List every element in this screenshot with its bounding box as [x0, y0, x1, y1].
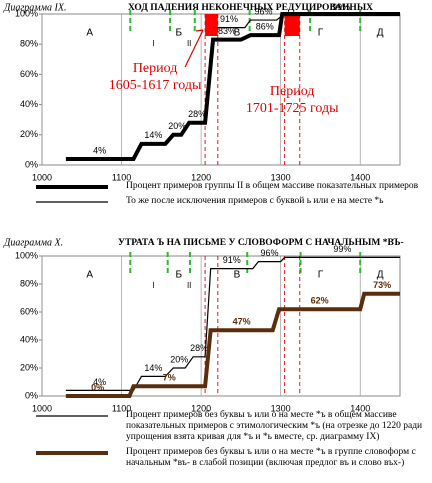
chart-label: Диаграмма X.: [3, 237, 63, 248]
y-tick-label: 60%: [20, 69, 38, 79]
value-label: 96%: [255, 6, 273, 16]
legend-text: Процент примеров группы II в общем масси…: [126, 181, 419, 191]
x-tick-label: 1000: [32, 172, 52, 182]
y-tick-label: 100%: [15, 8, 38, 18]
legend-text: Процент примеров без буквы ъ или ο на ме…: [126, 447, 416, 468]
value-label: 99%: [332, 2, 350, 12]
phase-label: II: [187, 281, 191, 290]
phase-label: Г: [318, 28, 324, 39]
period-box: [205, 14, 218, 36]
chart-label: Диаграмма IX.: [3, 2, 66, 13]
value-label: 14%: [144, 130, 162, 140]
value-label: 83%: [218, 26, 236, 36]
value-label: 86%: [256, 22, 274, 32]
series-line: [65, 256, 400, 391]
phase-label: Г: [318, 270, 324, 281]
y-tick-label: 0%: [25, 390, 38, 400]
value-label: 0%: [91, 382, 104, 392]
phase-label: А: [86, 28, 93, 39]
legend-text: Процент примеров без буквы ъ или ο на ме…: [126, 410, 423, 442]
legend-text: То же после исключения примеров с буквой…: [126, 196, 384, 206]
value-label: 14%: [144, 363, 162, 373]
y-tick-label: 80%: [20, 278, 38, 288]
value-label: 96%: [261, 248, 279, 258]
value-label: 20%: [170, 354, 188, 364]
y-tick-label: 40%: [20, 334, 38, 344]
period-label: Период: [270, 84, 315, 99]
legend-item: То же после исключения примеров с буквой…: [36, 196, 426, 207]
x-tick-label: 1200: [191, 172, 211, 182]
series-line: [65, 12, 400, 161]
legend-swatch: [36, 185, 108, 189]
legend-item: Процент примеров без буквы ъ или ο на ме…: [36, 447, 426, 469]
chart-title: ХОД ПАДЕНИЯ НЕКОНЕЧНЫХ РЕДУЦИРОВАННЫХ: [128, 3, 373, 13]
value-label: 62%: [311, 296, 329, 306]
x-tick-label: 1200: [191, 403, 211, 413]
legend-swatch: [36, 451, 108, 455]
value-label: 91%: [220, 14, 238, 24]
value-label: 4%: [93, 145, 106, 155]
x-tick-label: 1400: [350, 403, 370, 413]
legend-item: Процент примеров без буквы ъ или ο на ме…: [36, 410, 426, 443]
phase-label: II: [187, 39, 191, 48]
period-box: [284, 14, 300, 36]
legend: Процент примеров группы II в общем масси…: [36, 181, 426, 211]
x-tick-label: 1300: [271, 403, 291, 413]
chart-title: УТРАТА Ъ НА ПИСЬМЕ У СЛОВОФОРМ С НАЧАЛЬН…: [118, 238, 404, 248]
value-label: 20%: [168, 121, 186, 131]
y-tick-label: 20%: [20, 129, 38, 139]
phase-label: Б: [176, 270, 183, 281]
y-tick-label: 80%: [20, 39, 38, 49]
phase-label: В: [234, 28, 241, 39]
y-tick-label: 100%: [15, 250, 38, 260]
phase-label: Д: [377, 270, 384, 281]
value-label: 47%: [233, 317, 251, 327]
phase-label: В: [234, 270, 241, 281]
series-line: [65, 291, 400, 398]
legend-item: Процент примеров группы II в общем масси…: [36, 181, 426, 192]
value-label: 28%: [188, 109, 206, 119]
value-label: 99%: [333, 244, 351, 254]
period-label: 1701-1725 годы: [246, 101, 339, 116]
legend: Процент примеров без буквы ъ или ο на ме…: [36, 410, 426, 473]
phase-label: I: [152, 39, 154, 48]
y-tick-label: 20%: [20, 362, 38, 372]
phase-label: Б: [176, 28, 183, 39]
x-tick-label: 1400: [350, 172, 370, 182]
legend-swatch: [36, 415, 108, 417]
phase-label: Д: [377, 28, 384, 39]
value-label: 28%: [190, 343, 208, 353]
value-label: 7%: [163, 373, 176, 383]
y-tick-label: 40%: [20, 99, 38, 109]
x-tick-label: 1000: [32, 403, 52, 413]
x-tick-label: 1100: [112, 403, 131, 413]
plot-area: [41, 13, 401, 166]
phase-label: А: [86, 270, 93, 281]
period-arrow: [184, 29, 204, 68]
x-tick-label: 1100: [112, 172, 131, 182]
period-label: Период: [133, 61, 178, 76]
y-tick-label: 60%: [20, 306, 38, 316]
value-label: 4%: [93, 377, 106, 387]
value-label: 73%: [373, 280, 391, 290]
plot-area: [41, 255, 401, 397]
legend-swatch: [36, 201, 108, 203]
phase-label: I: [152, 281, 154, 290]
value-label: 91%: [223, 255, 241, 265]
period-label: 1605-1617 годы: [109, 78, 202, 93]
x-tick-label: 1300: [271, 172, 291, 182]
y-tick-label: 0%: [25, 159, 38, 169]
series-line: [213, 14, 400, 29]
